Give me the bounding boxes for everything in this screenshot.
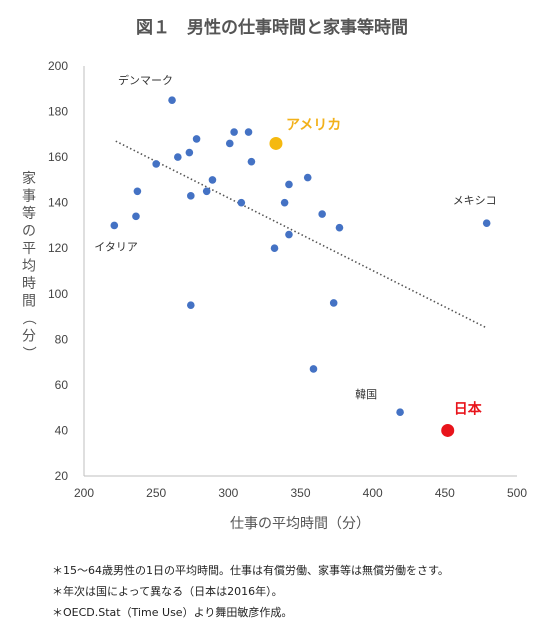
usa-point xyxy=(269,136,283,150)
data-point xyxy=(187,192,195,200)
data-point xyxy=(174,153,182,161)
y-tick-label: 180 xyxy=(48,105,68,119)
y-axis-title-char: の xyxy=(22,224,36,240)
x-tick-label: 400 xyxy=(363,486,383,500)
y-axis-title-char: 分 xyxy=(22,329,36,345)
data-point xyxy=(303,173,312,182)
y-axis-title-char: 平 xyxy=(22,241,36,257)
data-point xyxy=(482,219,491,227)
y-tick-label: 80 xyxy=(55,332,69,346)
data-point xyxy=(335,223,344,232)
data-point xyxy=(270,244,279,253)
y-axis-title-char: 均 xyxy=(22,259,36,275)
footnote-3: ＊OECD.Stat（Time Use）より舞田敏彦作成。 xyxy=(52,606,293,619)
x-axis-title: 仕事の平均時間（分） xyxy=(230,516,370,532)
y-axis-title-char: 間 xyxy=(22,294,36,310)
y-tick-label: 20 xyxy=(55,469,69,483)
footnote-1: ＊15～64歳男性の1日の平均時間。仕事は有償労働、家事等は無償労働をさす。 xyxy=(52,564,449,577)
data-point xyxy=(329,299,338,307)
point-annotation: イタリア xyxy=(94,240,138,253)
data-point xyxy=(110,221,119,230)
data-point xyxy=(318,210,326,218)
data-point xyxy=(133,187,142,196)
x-tick-label: 300 xyxy=(218,486,238,500)
scatter-chart: 図１ 男性の仕事時間と家事等時間 200 250 300 350 400 450 50020… xyxy=(20,17,527,532)
footnotes: ＊15～64歳男性の1日の平均時間。仕事は有償労働、家事等は無償労働をさす。 ＊… xyxy=(52,560,542,623)
x-tick-label: 250 xyxy=(146,486,166,500)
japan-label: 日本 xyxy=(454,400,483,417)
y-tick-label: 160 xyxy=(48,150,68,164)
data-point xyxy=(237,198,246,207)
data-point xyxy=(192,135,201,143)
data-point xyxy=(185,148,194,157)
data-points-group xyxy=(110,96,491,417)
highlighted-points-group xyxy=(269,136,455,437)
y-tick-label: 120 xyxy=(48,241,68,255)
y-axis-title-char: （ xyxy=(20,311,36,325)
chart-title: 図１ 男性の仕事時間と家事等時間 xyxy=(136,17,408,38)
data-point xyxy=(309,365,318,373)
footnote-2: ＊年次は国によって異なる（日本は2016年）。 xyxy=(52,585,283,598)
data-point xyxy=(396,408,404,417)
data-point xyxy=(202,187,211,196)
x-tick-label: 500 xyxy=(507,486,527,500)
trend-line-group xyxy=(115,140,488,329)
data-point xyxy=(132,212,140,221)
data-point xyxy=(244,128,253,136)
data-point xyxy=(152,160,160,168)
y-axis-title-char: 事 xyxy=(22,189,36,205)
data-point xyxy=(230,128,238,136)
y-axis-title-char: 家 xyxy=(22,170,36,187)
trend-line xyxy=(115,140,488,329)
x-tick-label: 450 xyxy=(435,486,455,500)
data-point xyxy=(208,176,217,184)
y-tick-label: 60 xyxy=(55,378,69,392)
data-point xyxy=(168,96,176,104)
usa-label: アメリカ xyxy=(286,117,341,133)
plot-axes: 200 250 300 350 400 450 500 20 40 60 80 100 120 140 16… xyxy=(48,59,527,500)
data-point xyxy=(225,139,234,148)
y-axis-title-char: 時 xyxy=(22,276,36,292)
data-point xyxy=(285,230,293,239)
point-annotation: メキシコ xyxy=(453,194,497,207)
data-point xyxy=(187,301,195,309)
data-point xyxy=(280,198,289,207)
y-tick-label: 140 xyxy=(48,196,68,210)
point-annotation: 韓国 xyxy=(355,388,377,401)
y-axis-title-char: ） xyxy=(20,346,36,360)
x-tick-label: 350 xyxy=(290,486,310,500)
x-tick-label: 200 xyxy=(74,486,94,500)
y-axis-title-char: 等 xyxy=(22,205,36,222)
japan-point xyxy=(441,423,455,437)
point-annotation: デンマーク xyxy=(118,73,173,87)
data-point xyxy=(247,157,256,166)
data-point xyxy=(285,180,293,189)
y-tick-label: 200 xyxy=(48,59,68,73)
y-tick-label: 40 xyxy=(55,423,69,437)
y-tick-label: 100 xyxy=(48,287,68,301)
